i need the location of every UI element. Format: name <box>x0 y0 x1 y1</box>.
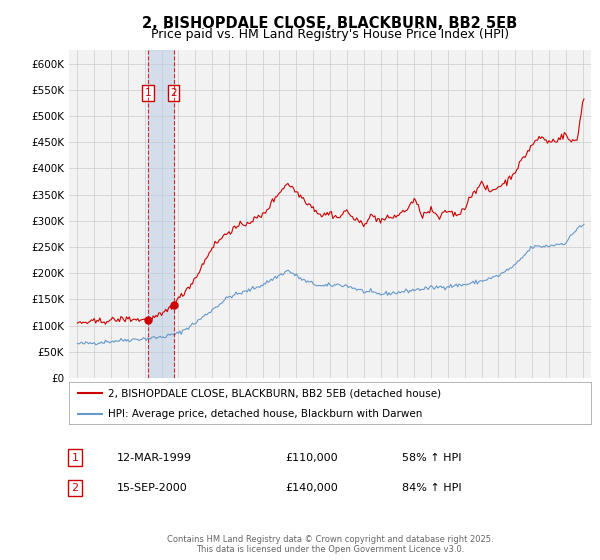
Text: 12-MAR-1999: 12-MAR-1999 <box>117 452 192 463</box>
Text: 2, BISHOPDALE CLOSE, BLACKBURN, BB2 5EB (detached house): 2, BISHOPDALE CLOSE, BLACKBURN, BB2 5EB … <box>108 389 441 398</box>
Text: Price paid vs. HM Land Registry's House Price Index (HPI): Price paid vs. HM Land Registry's House … <box>151 28 509 41</box>
Text: 1: 1 <box>71 452 79 463</box>
Text: HPI: Average price, detached house, Blackburn with Darwen: HPI: Average price, detached house, Blac… <box>108 409 422 419</box>
Text: 58% ↑ HPI: 58% ↑ HPI <box>402 452 461 463</box>
Text: Contains HM Land Registry data © Crown copyright and database right 2025.
This d: Contains HM Land Registry data © Crown c… <box>167 535 493 554</box>
Text: 84% ↑ HPI: 84% ↑ HPI <box>402 483 461 493</box>
Bar <box>148 50 173 378</box>
Text: 2: 2 <box>71 483 79 493</box>
Text: £110,000: £110,000 <box>285 452 338 463</box>
Text: £140,000: £140,000 <box>285 483 338 493</box>
Text: 1: 1 <box>145 88 151 98</box>
Text: 2: 2 <box>170 88 177 98</box>
Text: 15-SEP-2000: 15-SEP-2000 <box>117 483 188 493</box>
Text: 2, BISHOPDALE CLOSE, BLACKBURN, BB2 5EB: 2, BISHOPDALE CLOSE, BLACKBURN, BB2 5EB <box>142 16 518 31</box>
